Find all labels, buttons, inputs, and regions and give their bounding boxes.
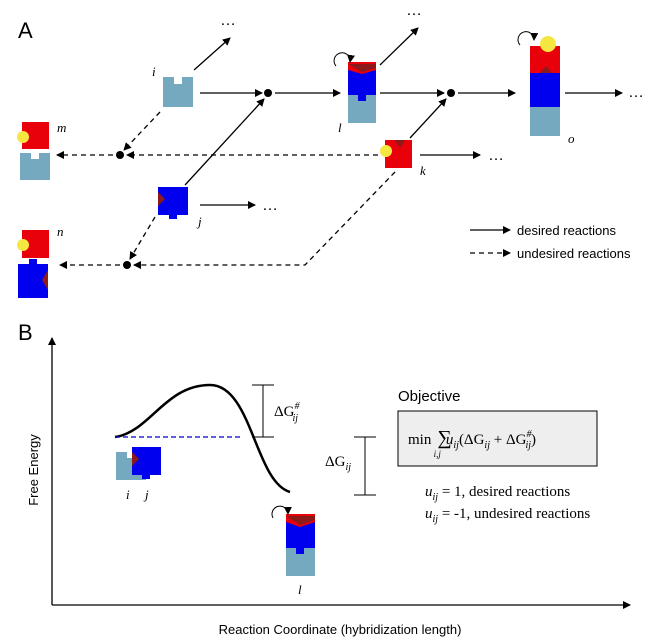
species-i — [163, 77, 193, 107]
dg2-sup: # — [526, 429, 532, 440]
weight: uij = -1, undesired reactions — [425, 506, 590, 525]
dot — [116, 151, 124, 159]
sub: ij — [345, 462, 351, 473]
species-l — [271, 505, 315, 576]
ellipsis: … — [220, 12, 236, 29]
gap-label: ΔGij — [325, 454, 351, 473]
species-o — [517, 31, 560, 136]
dot — [123, 261, 131, 269]
symbol: ΔG — [274, 404, 295, 420]
barrier-bar — [252, 384, 274, 438]
rest: = 1, desired reactions — [438, 484, 570, 500]
sum: ∑ — [437, 427, 451, 449]
dg1-index: ij — [484, 440, 490, 451]
sub: ij — [433, 492, 439, 503]
species-label: o — [568, 131, 575, 146]
arrow — [409, 98, 447, 139]
species-label: l — [338, 120, 342, 135]
species-label: j — [143, 487, 149, 502]
sum-index: i,j — [434, 449, 442, 459]
species-label: l — [298, 582, 302, 597]
ellipsis: … — [488, 147, 504, 164]
arrow — [184, 98, 265, 186]
dashed-arrow — [129, 216, 156, 260]
species-label: n — [57, 224, 64, 239]
species-label: j — [196, 214, 202, 229]
species-k — [380, 140, 412, 168]
legend-label: desired reactions — [517, 223, 616, 238]
weight: uij = 1, desired reactions — [425, 484, 570, 503]
barrier-label: ΔG# ij — [274, 401, 300, 424]
u: u — [425, 484, 433, 500]
gap-bar — [354, 436, 376, 496]
u: u — [446, 432, 454, 448]
species-label: k — [420, 163, 426, 178]
plus: + ΔG — [490, 432, 527, 448]
dot — [264, 89, 272, 97]
arrow — [379, 27, 419, 66]
species-label: i — [152, 64, 156, 79]
species-label: m — [57, 120, 66, 135]
ellipsis: … — [262, 197, 278, 214]
panel-label: A — [18, 18, 33, 43]
species-label: i — [126, 487, 130, 502]
u: u — [425, 506, 433, 522]
objective-formula: min ∑ i,juij(ΔGij + ΔG# ij) — [408, 427, 536, 459]
arrow — [193, 37, 231, 71]
y-axis-label: Free Energy — [26, 434, 41, 506]
min: min — [408, 432, 432, 448]
sup: # — [294, 401, 300, 412]
rest: = -1, undesired reactions — [438, 506, 590, 522]
u-index: ij — [453, 440, 459, 451]
x-axis-label: Reaction Coordinate (hybridization lengt… — [219, 622, 462, 637]
close: ) — [531, 432, 536, 448]
ellipsis: … — [406, 2, 422, 19]
species-n — [17, 230, 49, 298]
dashed-arrow — [133, 171, 396, 269]
ellipsis: … — [628, 84, 644, 101]
species-l — [333, 52, 376, 123]
legend-label: undesired reactions — [517, 246, 631, 261]
dg2-index: ij — [525, 440, 531, 451]
species-j — [132, 447, 161, 479]
panel-label: B — [18, 320, 33, 345]
species-j — [158, 187, 188, 219]
dot — [447, 89, 455, 97]
sub: ij — [433, 514, 439, 525]
open: (ΔG — [459, 432, 485, 448]
symbol: ΔG — [325, 454, 346, 470]
species-m — [17, 122, 50, 180]
energy-curve — [114, 383, 291, 494]
objective-title: Objective — [398, 388, 461, 405]
dashed-arrow — [123, 111, 161, 151]
objective-box — [397, 410, 598, 467]
sub: ij — [292, 413, 298, 424]
